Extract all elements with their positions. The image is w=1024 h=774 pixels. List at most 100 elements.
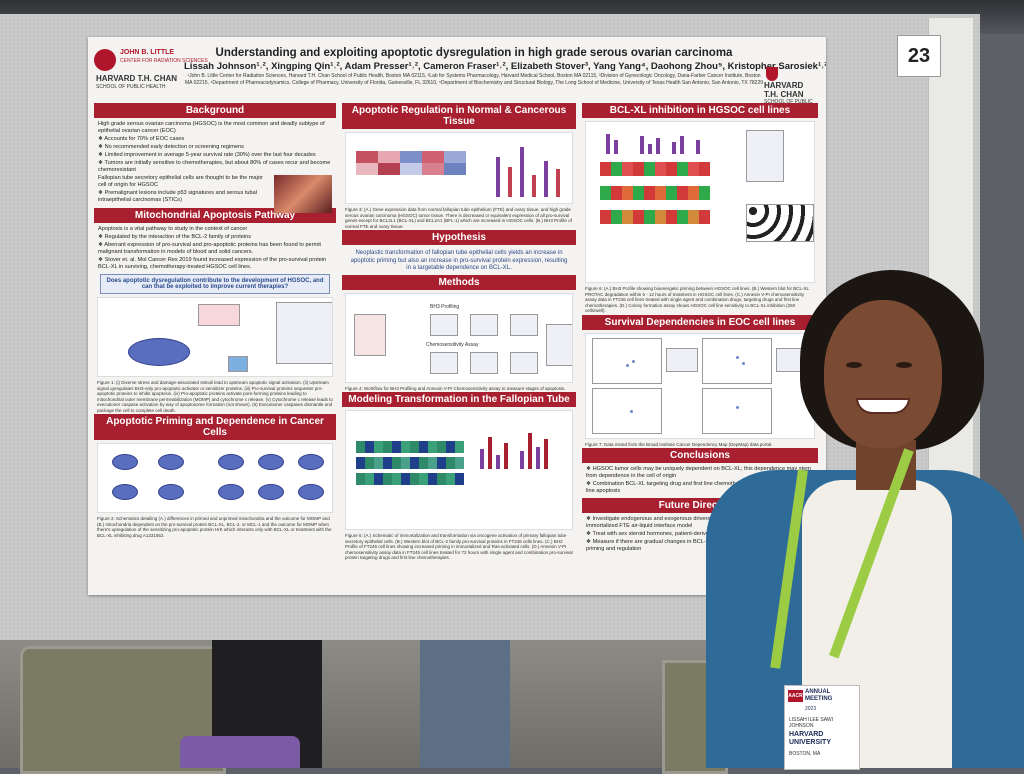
mitochondrion-icon — [218, 454, 244, 470]
mitochondrion-icon — [158, 484, 184, 500]
heatmap-panel — [356, 441, 464, 485]
logo-line: CENTER FOR RADIATION SCIENCES — [120, 58, 208, 64]
figure-caption: Figure 2: Schematics detailing (A.) diff… — [97, 516, 332, 538]
mitochondrion-icon — [158, 454, 184, 470]
logo-harvard-chan-left: JOHN B. LITTLE CENTER FOR RADIATION SCIE… — [94, 47, 208, 91]
eye — [846, 362, 862, 368]
profile-bar — [556, 169, 560, 197]
poster-authors: Lissah Johnson¹˒², Xingping Qin¹˒², Adam… — [184, 61, 826, 72]
priming-bar — [696, 140, 700, 154]
research-poster: JOHN B. LITTLE CENTER FOR RADIATION SCIE… — [88, 37, 826, 595]
priming-bar — [648, 144, 652, 154]
logo-line: JOHN B. LITTLE — [120, 49, 175, 56]
mitochondrion-icon — [298, 484, 324, 500]
assay-bar — [544, 439, 548, 469]
section-header-modeling: Modeling Transformation in the Fallopian… — [342, 392, 576, 407]
priming-bar — [606, 134, 610, 154]
priming-bar — [656, 138, 660, 154]
bullet: ❖ Investigate endogenous and exogenous d… — [586, 516, 808, 529]
workflow-step — [470, 351, 498, 374]
expression-heatmap — [356, 151, 466, 175]
assay-bar — [528, 433, 532, 469]
legend-box — [276, 302, 332, 364]
method-label: BH3 Profiling — [430, 303, 460, 310]
priming-bar — [614, 140, 618, 154]
scatter-point — [736, 405, 739, 409]
workflow-step — [354, 313, 386, 356]
presenter: AACR ANNUAL MEETING 2023 LISSAH ILEE SAW… — [706, 270, 1024, 770]
workflow-step — [430, 313, 458, 336]
bullet: ❖ Limited improvement in average 5-year … — [98, 152, 316, 158]
bullet: ❖ Combination BCL-XL targeting drug and … — [586, 481, 809, 494]
section-header-hypothesis: Hypothesis — [342, 230, 576, 245]
scatter-point — [630, 409, 633, 413]
bullet: ❖ Accounts for 70% of EOC cases — [98, 136, 185, 142]
assay-bar — [504, 443, 508, 469]
scatter-panel — [592, 337, 662, 384]
death-stimuli-box — [198, 304, 240, 326]
profile-bar — [508, 167, 512, 197]
figure-caption: Figure 6: (A.) BH3 Profile showing bioen… — [585, 286, 809, 313]
scatter-point — [736, 355, 739, 359]
badge-event: ANNUAL MEETING — [805, 689, 833, 702]
shield-icon — [766, 67, 778, 81]
bullet: ❖ Stover et. al. Mol Cancer Res 2019 fou… — [98, 257, 327, 270]
priming-bar — [640, 136, 644, 154]
figure-caption: Figure 5: (A.) Schematic of immortalizat… — [345, 533, 573, 560]
bullet: ❖ Premalignant lesions include p53 signa… — [98, 190, 257, 203]
figure-caption: Figure 3: (A.) Gene expression data from… — [345, 207, 572, 229]
research-question: Does apoptotic dysregulation contribute … — [100, 274, 330, 294]
paragraph: Apoptosis is a vital pathway to study in… — [98, 226, 248, 232]
section-header-methods: Methods — [342, 274, 576, 290]
data-table — [666, 347, 698, 372]
mitochondrion-icon — [112, 484, 138, 500]
priming-figure — [97, 443, 333, 513]
workflow-step — [510, 351, 538, 374]
profile-bar — [532, 175, 536, 197]
caspase-box — [228, 356, 248, 372]
face — [824, 300, 942, 448]
badge-city: BOSTON, MA — [789, 751, 821, 757]
paragraph: High grade serous ovarian carcinoma (HGS… — [98, 121, 325, 134]
methods-workflow-figure: BH3 Profiling Chemosensitivity Assay — [345, 292, 573, 383]
section-header-background: Background — [94, 103, 336, 118]
conclusions-text: ❖ HGSOC tumor cells may be uniquely depe… — [582, 466, 818, 495]
assay-bar — [480, 449, 484, 469]
section-header-survival: Survival Dependencies in EOC cell lines — [582, 314, 818, 330]
workflow-step — [430, 351, 458, 374]
poster-affiliations: ¹John B. Little Center for Radiation Sci… — [184, 73, 764, 86]
modeling-figure — [345, 410, 573, 530]
bullet: ❖ HGSOC tumor cells may be uniquely depe… — [586, 466, 811, 479]
viability-heatmap — [600, 162, 710, 224]
western-blot — [746, 130, 784, 182]
bullet: ❖ Measure if there are gradual changes i… — [586, 539, 814, 552]
colony-formation-plate — [746, 204, 814, 242]
name-badge: AACR ANNUAL MEETING 2023 LISSAH ILEE SAW… — [784, 685, 860, 770]
poster-column-middle: Apoptotic Regulation in Normal & Cancero… — [342, 103, 576, 562]
logo-emblem-icon — [94, 49, 116, 71]
logo-line: T.H. CHAN — [764, 90, 804, 99]
section-header-priming: Apoptotic Priming and Dependence in Canc… — [94, 414, 336, 440]
bullet: ❖ Aberrant expression of pro-survival an… — [98, 242, 321, 255]
scatter-point — [626, 363, 629, 367]
scatter-point — [742, 361, 745, 365]
workflow-step — [546, 323, 572, 366]
bullet: ❖ Tumors are initially sensitive to chem… — [98, 160, 331, 173]
bullet: ❖ Treat with sex steroid hormones, patie… — [586, 531, 807, 537]
future-directions-text: ❖ Investigate endogenous and exogenous d… — [582, 516, 818, 553]
workflow-step — [470, 313, 498, 336]
section-header-bclxl: BCL-XL inhibition in HGSOC cell lines — [582, 103, 818, 118]
gene-expression-figure — [345, 132, 573, 204]
bag — [180, 736, 300, 768]
method-label: Chemosensitivity Assay — [426, 341, 479, 348]
eye — [896, 362, 912, 368]
mitochondrion-icon — [112, 454, 138, 470]
logo-line: HARVARD T.H. CHAN — [96, 74, 178, 83]
mitochondrion-icon — [298, 454, 324, 470]
paragraph: Fallopian tube secretory epithelial cell… — [98, 175, 263, 188]
logo-line: HARVARD — [764, 81, 804, 90]
mito-text: Apoptosis is a vital pathway to study in… — [94, 226, 336, 271]
bclxl-inhibition-figure — [585, 121, 815, 283]
priming-bar — [680, 136, 684, 154]
figure-caption: Figure 4: Workflow for BH3 Profiling and… — [345, 385, 566, 391]
